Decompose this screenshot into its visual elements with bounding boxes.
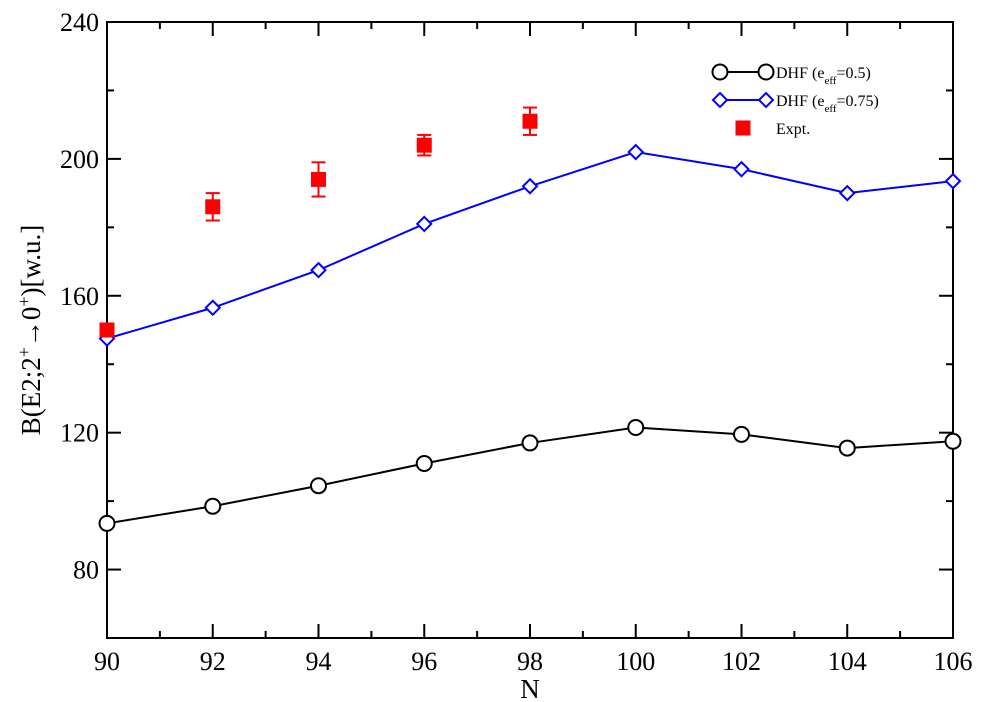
legend: DHF (eeff=0.5)DHF (eeff=0.75)Expt.: [711, 63, 879, 138]
data-point: [204, 299, 222, 317]
y-axis-title-base: B(E2;2: [16, 357, 46, 435]
x-tick-label: 92: [200, 647, 226, 676]
data-point: [205, 199, 221, 215]
y-tick-label: 240: [60, 8, 99, 37]
series-1: [98, 143, 962, 347]
y-axis-title-tail: )[w.u.]: [16, 225, 46, 297]
legend-label: Expt.: [776, 121, 810, 138]
data-point: [416, 137, 432, 153]
x-tick-label: 106: [934, 647, 973, 676]
legend-entry-2: Expt.: [735, 120, 810, 138]
y-axis-title-mid: 0: [16, 307, 46, 321]
data-point: [733, 160, 750, 178]
data-point: [521, 434, 539, 452]
y-axis-title-arrow: →: [16, 320, 46, 347]
legend-label-prefix: DHF (e: [776, 65, 824, 82]
series-layer: [98, 106, 962, 532]
legend-marker: [711, 91, 729, 109]
legend-label-sub: eff: [824, 103, 836, 115]
y-axis-title-sup2: +: [14, 296, 34, 306]
series-0: [98, 419, 962, 532]
y-axis-title-sup1: +: [14, 347, 34, 357]
x-tick-label: 90: [94, 647, 120, 676]
data-point: [415, 454, 433, 472]
legend-label-suffix: =0.75): [836, 93, 878, 110]
data-point: [838, 184, 856, 202]
series-2: [99, 106, 538, 338]
data-point: [310, 477, 327, 495]
legend-label: DHF (eeff=0.75): [776, 93, 879, 115]
y-tick-label: 200: [60, 145, 99, 174]
x-tick-label: 98: [517, 647, 543, 676]
legend-marker: [757, 63, 775, 81]
data-point: [311, 171, 326, 187]
data-point: [627, 419, 645, 437]
legend-marker: [711, 63, 729, 81]
legend-label-suffix: =0.5): [836, 65, 870, 82]
legend-label-prefix: Expt.: [776, 121, 810, 138]
legend-entry-0: DHF (eeff=0.5): [711, 63, 871, 87]
x-tick-label: 100: [616, 647, 655, 676]
legend-marker: [757, 91, 775, 109]
data-point: [310, 261, 327, 279]
data-point: [944, 432, 962, 450]
data-point: [415, 215, 433, 233]
legend-label-sub: eff: [824, 75, 836, 87]
tick-labels: 90 92 94 96 98 100 102 104 106 80 120 160 200 240: [60, 8, 973, 676]
data-point: [521, 177, 539, 195]
legend-label-prefix: DHF (e: [776, 93, 824, 110]
data-point: [99, 322, 115, 338]
axis-ticks: [106, 21, 954, 639]
data-point: [944, 172, 962, 190]
data-point: [98, 514, 116, 532]
data-point: [627, 143, 645, 161]
y-tick-label: 120: [60, 419, 99, 448]
data-point: [204, 497, 222, 515]
x-tick-label: 104: [828, 647, 867, 676]
x-tick-label: 96: [411, 647, 437, 676]
legend-marker: [735, 120, 751, 136]
y-axis-title: B(E2;2+→0+)[w.u.]: [14, 225, 46, 436]
y-tick-label: 160: [60, 282, 99, 311]
y-tick-label: 80: [73, 556, 99, 585]
x-tick-label: 94: [306, 647, 332, 676]
data-point: [522, 113, 538, 129]
data-point: [838, 439, 856, 457]
data-point: [733, 425, 750, 443]
legend-entry-1: DHF (eeff=0.75): [711, 91, 879, 115]
legend-label: DHF (eeff=0.5): [776, 65, 871, 87]
x-axis-title: N: [520, 674, 540, 702]
x-tick-label: 102: [722, 647, 761, 676]
